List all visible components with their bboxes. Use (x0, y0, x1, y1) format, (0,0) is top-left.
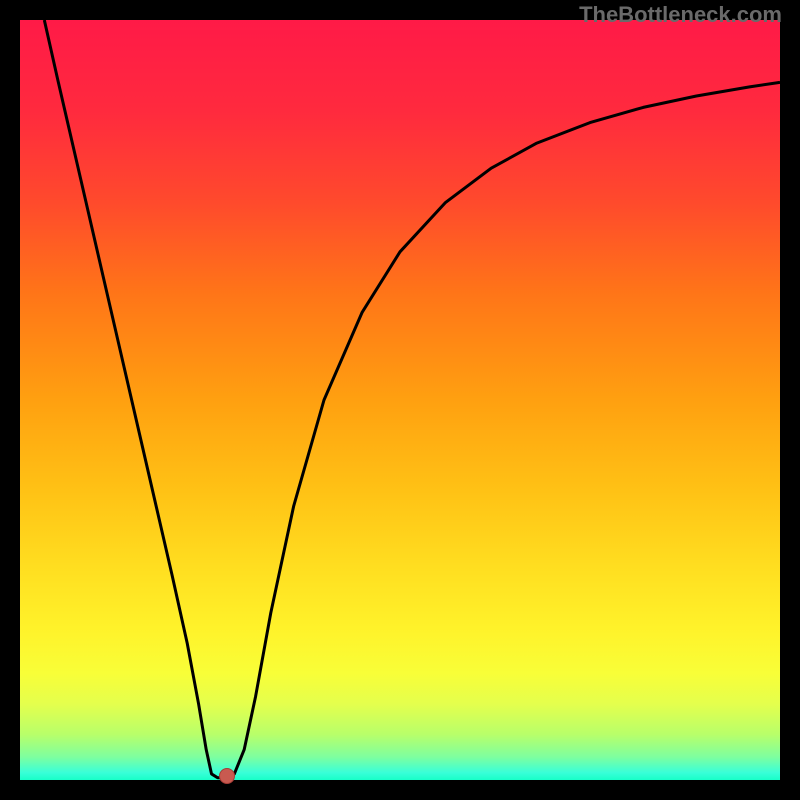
optimal-point-marker (219, 768, 235, 784)
plot-area (20, 20, 780, 780)
bottleneck-curve (20, 20, 780, 780)
watermark: TheBottleneck.com (579, 2, 782, 28)
